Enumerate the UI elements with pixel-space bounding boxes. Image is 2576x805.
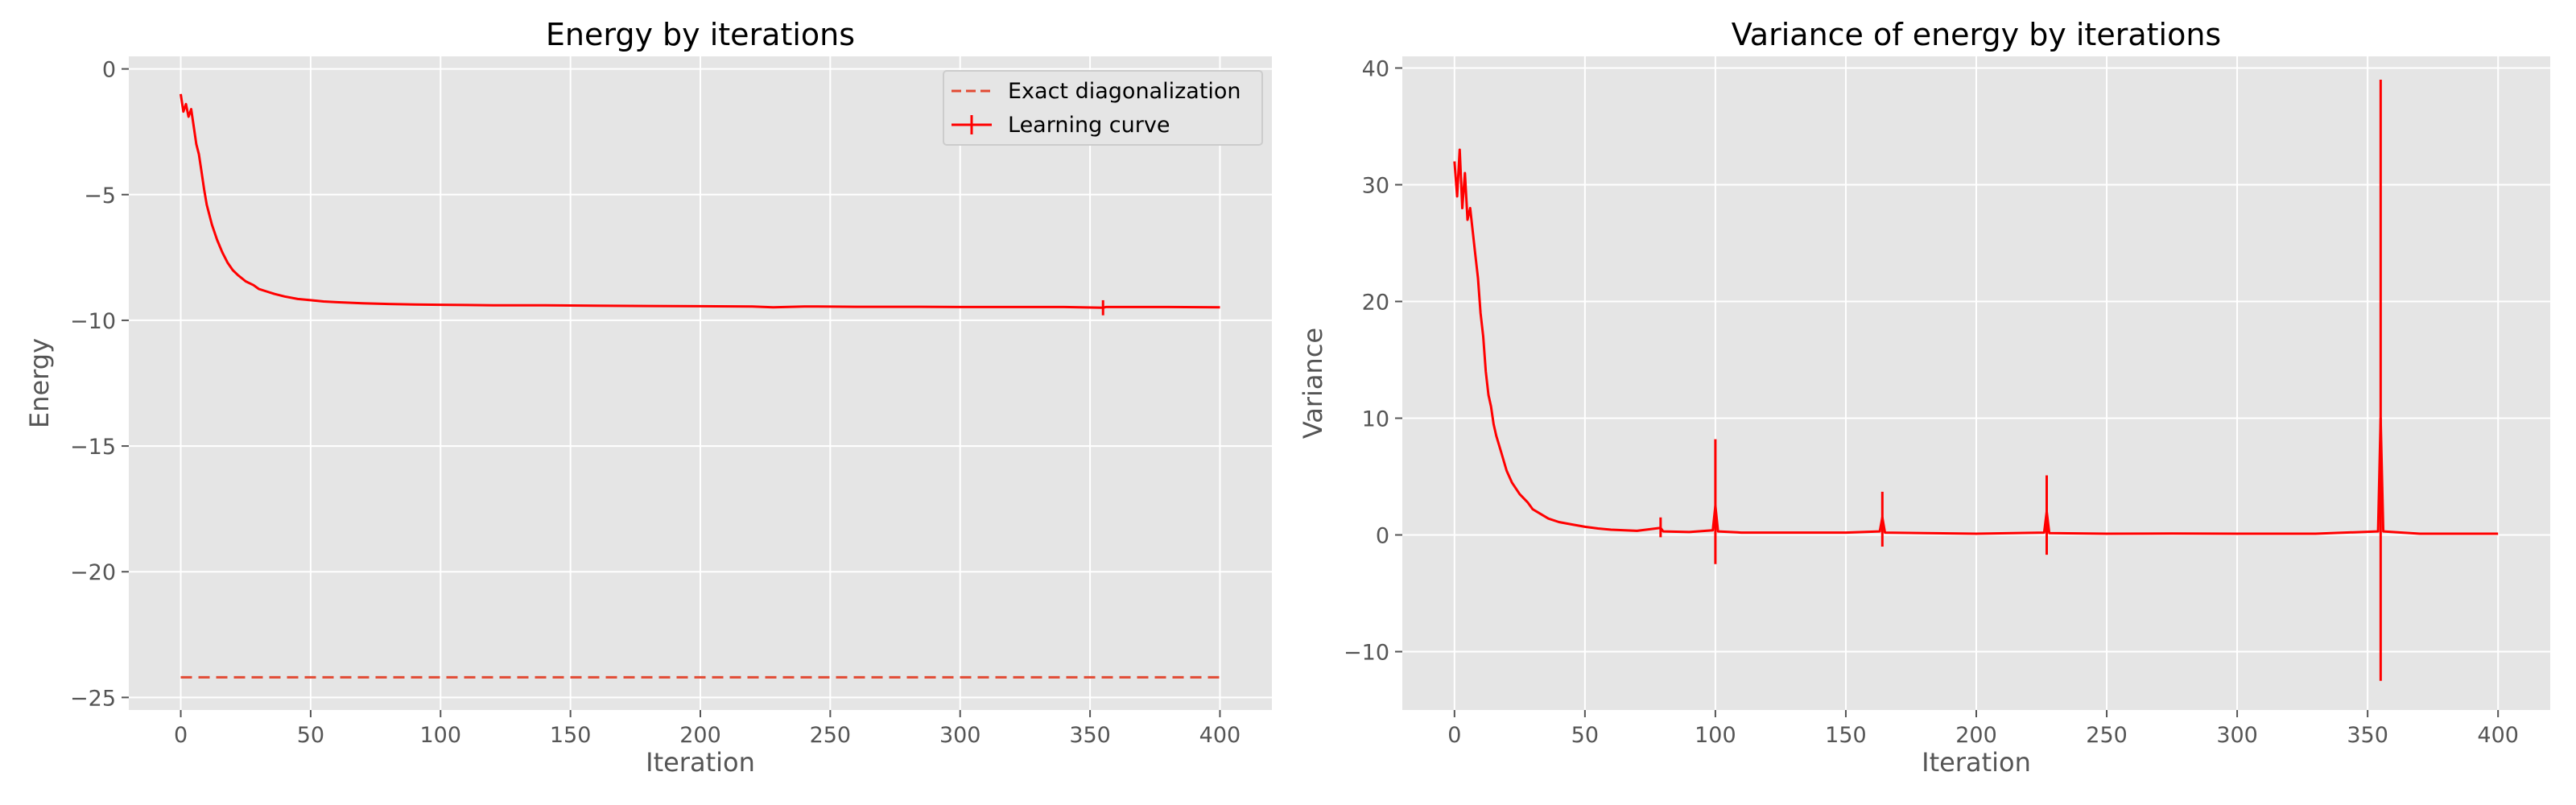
energy-y-tick-label: −20 [70,560,116,585]
energy-x-axis-label: Iteration [646,747,755,778]
variance-y-tick-label: 20 [1362,291,1389,316]
legend-box [943,70,1263,146]
energy-y-tick-label: −15 [70,435,116,460]
energy-grid [129,56,1272,710]
energy-ticks: 0 50 100 150 200 250 300 350 400 0 −5 −10 −15 −20 −25 [70,58,1241,748]
energy-y-tick-label: −10 [70,309,116,334]
legend-learning-curve-label: Learning curve [1008,113,1170,138]
energy-legend: Exact diagonalization Learning curve [943,70,1263,146]
variance-x-axis-label: Iteration [1922,747,2031,778]
energy-chart: 0 50 100 150 200 250 300 350 4000−5−10−15−20−25 … [24,17,1272,778]
variance-x-tick-label: 250 [2086,723,2128,748]
variance-chart-title: Variance of energy by iterations [1732,17,2221,52]
energy-y-tick-label: −25 [70,686,116,711]
energy-y-tick-label: 0 [102,58,116,83]
variance-x-tick-label: 50 [1571,723,1599,748]
variance-y-tick-label: 0 [1376,524,1389,549]
variance-x-tick-label: 200 [1955,723,1997,748]
energy-x-tick-label: 250 [810,723,852,748]
energy-y-tick-label: −5 [84,184,116,208]
energy-chart-title: Energy by iterations [546,17,855,52]
variance-x-tick-label: 0 [1447,723,1461,748]
variance-y-tick-label: 30 [1362,174,1389,199]
variance-x-tick-label: 350 [2347,723,2388,748]
variance-y-tick-label: 40 [1362,57,1389,82]
energy-x-tick-label: 400 [1199,723,1241,748]
variance-x-tick-label: 400 [2477,723,2519,748]
variance-y-tick-label: 10 [1362,407,1389,432]
energy-x-tick-label: 350 [1069,723,1111,748]
energy-x-tick-label: 50 [297,723,324,748]
variance-marks [1453,80,2499,681]
energy-x-tick-label: 200 [679,723,721,748]
energy-x-tick-label: 150 [550,723,592,748]
energy-x-tick-label: 300 [939,723,981,748]
variance-x-tick-label: 150 [1825,723,1867,748]
energy-x-tick-label: 0 [174,723,188,748]
energy-y-axis-label: Energy [24,338,55,428]
energy-marks [180,93,1220,679]
variance-grid [1402,56,2550,710]
variance-y-tick-label: −10 [1344,641,1389,666]
variance-x-tick-label: 100 [1695,723,1736,748]
legend-exact-diagonalization-label: Exact diagonalization [1008,79,1241,104]
energy-x-tick-label: 100 [419,723,461,748]
variance-y-axis-label: Variance [1298,328,1328,439]
variance-x-tick-label: 300 [2216,723,2258,748]
variance-series-line-0 [1453,148,2499,535]
energy-series-line-1 [180,93,1220,309]
